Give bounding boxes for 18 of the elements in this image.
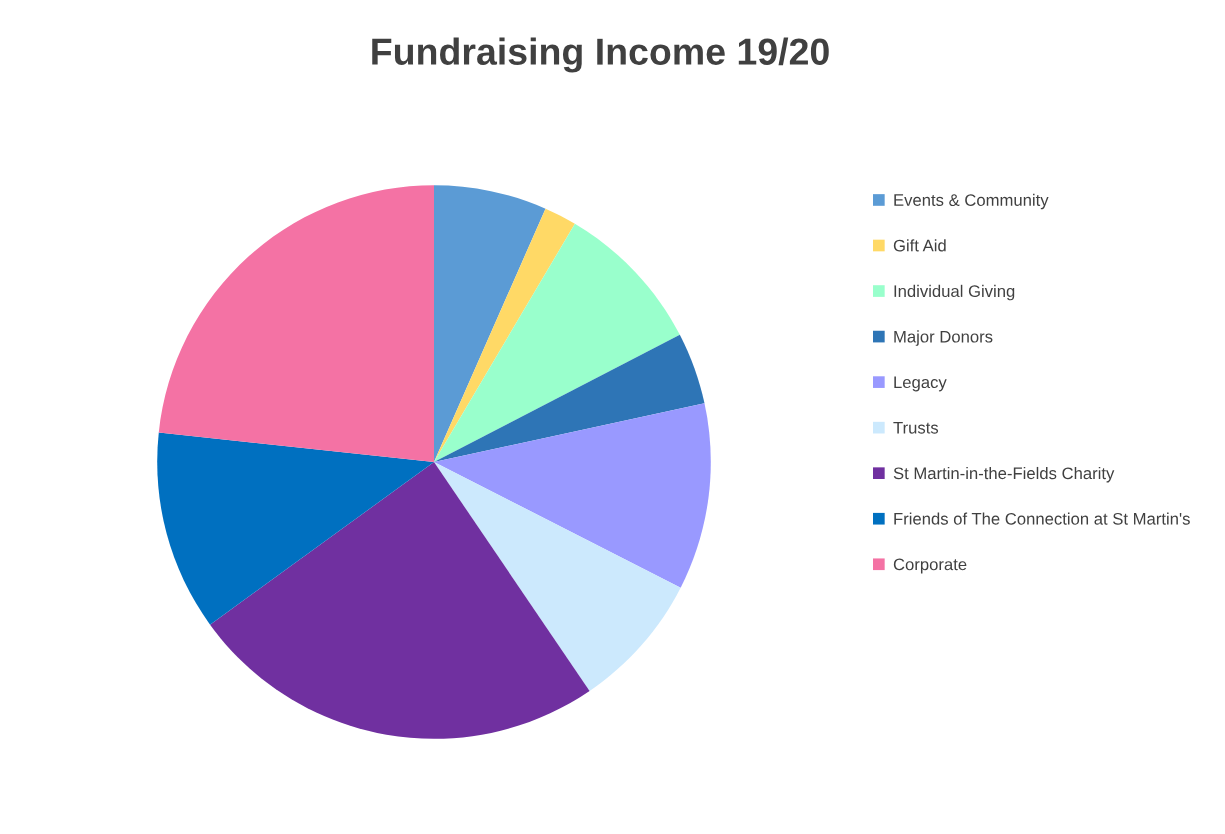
pie-slice — [434, 334, 705, 462]
pie-slice — [158, 185, 434, 462]
pie-slice — [210, 462, 590, 739]
pie-slice — [157, 432, 434, 625]
legend-label: Individual Giving — [894, 284, 1015, 301]
legend-label: St Martin-in-the-Fields Charity — [893, 466, 1115, 483]
legend-label: Corporate — [893, 558, 967, 574]
legend-label: Events & Community — [894, 193, 1049, 210]
pie-slice — [434, 462, 681, 691]
legend-label: Gift Aid — [893, 239, 946, 252]
legend-label: Friends of The Connection at St Martin's — [894, 512, 1190, 525]
legend-label: Major Donors — [894, 330, 993, 346]
legend-label: Legacy — [894, 376, 947, 392]
pie-slice — [434, 223, 680, 462]
chart-title: Fundraising Income 19/20 — [372, 37, 829, 73]
legend-label: Trusts — [893, 422, 939, 434]
pie-slice — [434, 185, 546, 462]
pie-slice — [434, 403, 711, 588]
